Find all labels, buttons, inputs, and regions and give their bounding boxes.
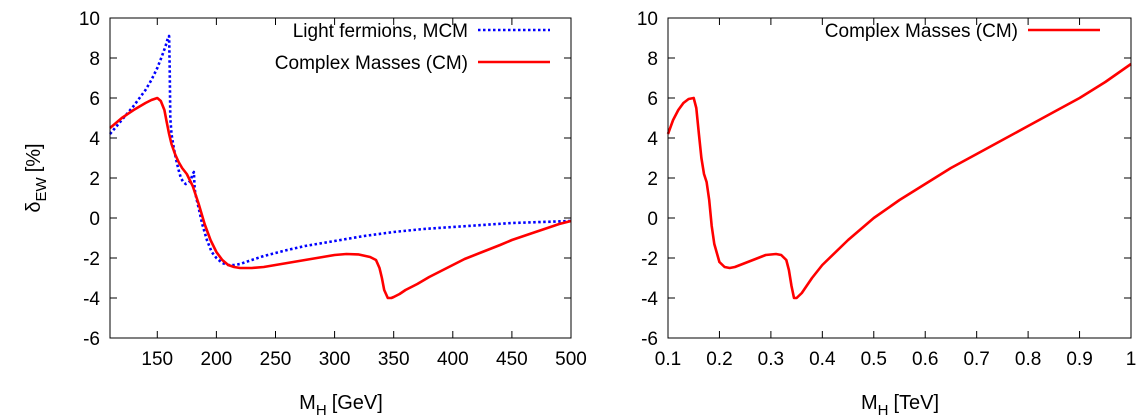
right-y-tick-label: 2 (647, 169, 658, 190)
left-x-tick-label: 150 (141, 349, 173, 370)
right-x-tick-label: 0.1 (655, 349, 681, 370)
left-y-tick-label: 8 (89, 49, 100, 70)
right-tick-labels: -6 -4 -2 0 2 4 6 8 10 0.1 0.2 0.3 0.4 0.5 0.6 0.7 0.8 0.9… (637, 9, 1136, 370)
right-x-tick-label: 0.7 (963, 349, 989, 370)
left-x-axis-label: MH [GeV] (299, 392, 383, 416)
chart-left: -6 -4 -2 0 2 4 6 8 10 150 200 250 300 350 400 450 500 MH… (23, 9, 587, 416)
left-legend-label-2: Complex Masses (CM) (275, 53, 468, 74)
right-x-tick-label: 0.2 (706, 349, 732, 370)
right-x-tick-label: 0.9 (1066, 349, 1092, 370)
left-y-tick-label: 10 (79, 9, 100, 30)
right-x-axis-label: MH [TeV] (861, 392, 939, 416)
right-series-layer (666, 62, 1132, 300)
right-series-line-1 (666, 62, 1132, 300)
right-x-tick-label: 0.8 (1015, 349, 1041, 370)
chart-right: -6 -4 -2 0 2 4 6 8 10 0.1 0.2 0.3 0.4 0.5 0.6 0.7 0.8 0.9… (637, 9, 1136, 416)
right-legend: Complex Masses (CM) (825, 21, 1100, 42)
left-y-tick-label: 2 (89, 169, 100, 190)
left-plot-frame (109, 17, 572, 339)
left-y-axis-label: δEW[%] (23, 143, 50, 212)
left-x-tick-label: 300 (319, 349, 351, 370)
left-x-tick-label: 500 (555, 349, 587, 370)
left-y-tick-label: -2 (83, 249, 100, 270)
right-x-tick-label: 0.5 (861, 349, 887, 370)
left-x-tick-label: 450 (496, 349, 528, 370)
left-y-tick-label: 6 (89, 89, 100, 110)
right-y-tick-label: 6 (647, 89, 658, 110)
left-legend: Light fermions, MCM Complex Masses (CM) (275, 21, 550, 74)
right-x-tick-label: 1 (1126, 349, 1137, 370)
right-y-tick-label: -2 (641, 249, 658, 270)
right-x-tick-label: 0.6 (912, 349, 938, 370)
left-x-tick-label: 200 (201, 349, 233, 370)
left-y-tick-label: -4 (83, 289, 100, 310)
right-x-tick-label: 0.3 (758, 349, 784, 370)
left-y-tick-label: 4 (89, 129, 100, 150)
left-tick-labels: -6 -4 -2 0 2 4 6 8 10 150 200 250 300 350 400 450 500 (79, 9, 587, 370)
left-y-tick-label: -6 (83, 329, 100, 350)
left-x-tick-label: 350 (378, 349, 410, 370)
right-y-tick-label: -6 (641, 329, 658, 350)
left-series-line-2 (109, 96, 572, 300)
right-y-tick-label: 0 (647, 209, 658, 230)
right-y-tick-label: 10 (637, 9, 658, 30)
right-x-tick-label: 0.4 (809, 349, 836, 370)
left-y-tick-label: 0 (89, 209, 100, 230)
left-legend-label-1: Light fermions, MCM (293, 21, 468, 42)
right-y-tick-label: -4 (641, 289, 658, 310)
left-series-layer (109, 34, 572, 300)
right-plot-frame (667, 17, 1132, 339)
right-legend-label-1: Complex Masses (CM) (825, 21, 1018, 42)
left-x-tick-label: 250 (260, 349, 292, 370)
right-ticks (667, 17, 1132, 339)
right-y-tick-label: 4 (647, 129, 658, 150)
right-y-tick-label: 8 (647, 49, 658, 70)
left-x-tick-label: 400 (437, 349, 469, 370)
